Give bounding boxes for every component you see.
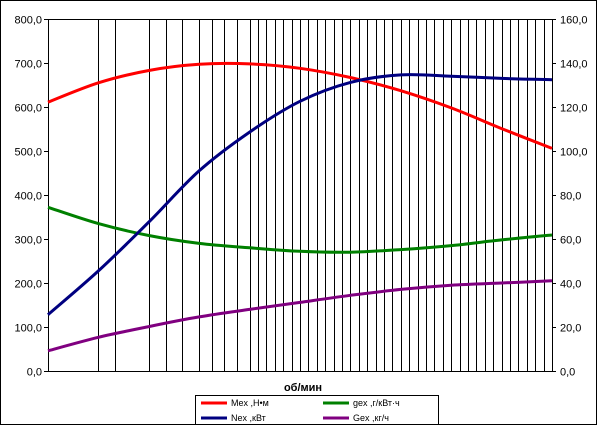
- legend-label-2: Nex ,кВт: [231, 413, 266, 423]
- left-tick-label-7: 700,0: [14, 59, 42, 71]
- series-line-0: [47, 61, 553, 150]
- legend: Mex ,Н•м gex ,г/кВт·ч Nex ,кВт Gex ,кг/ч: [195, 395, 439, 425]
- right-tick-label-4: 80,0: [560, 191, 581, 203]
- right-tick-label-1: 20,0: [560, 323, 581, 335]
- right-tick-label-3: 60,0: [560, 235, 581, 247]
- series-line-3: [47, 279, 553, 353]
- left-axis: 0,0 100,0 200,0 300,0 400,0 500,0 600,0 700,0 80…: [14, 15, 48, 379]
- left-tick-label-8: 800,0: [14, 15, 42, 27]
- series-line-2: [47, 73, 553, 316]
- left-tick-label-1: 100,0: [14, 323, 42, 335]
- legend-label-1: gex ,г/кВт·ч: [353, 398, 400, 408]
- right-tick-label-2: 40,0: [560, 279, 581, 291]
- right-tick-label-0: 0,0: [560, 367, 575, 379]
- legend-label-3: Gex ,кг/ч: [353, 413, 389, 423]
- left-tick-label-5: 500,0: [14, 147, 42, 159]
- right-tick-label-6: 120,0: [560, 103, 588, 115]
- left-tick-label-6: 600,0: [14, 103, 42, 115]
- left-tick-label-3: 300,0: [14, 235, 42, 247]
- series-line-1: [47, 205, 553, 254]
- left-tick-label-0: 0,0: [27, 367, 42, 379]
- right-axis: 0,0 20,0 40,0 60,0 80,0 100,0 120,0 140,0 160,0: [552, 15, 588, 379]
- series-layer: [47, 61, 553, 353]
- left-tick-label-2: 200,0: [14, 279, 42, 291]
- legend-box: [195, 395, 439, 425]
- vertical-gridlines: [48, 19, 553, 371]
- legend-label-0: Mex ,Н•м: [231, 398, 269, 408]
- right-tick-label-8: 160,0: [560, 15, 588, 27]
- x-axis-label: об/мин: [284, 382, 322, 394]
- left-tick-label-4: 400,0: [14, 191, 42, 203]
- right-tick-label-5: 100,0: [560, 147, 588, 159]
- right-tick-label-7: 140,0: [560, 59, 588, 71]
